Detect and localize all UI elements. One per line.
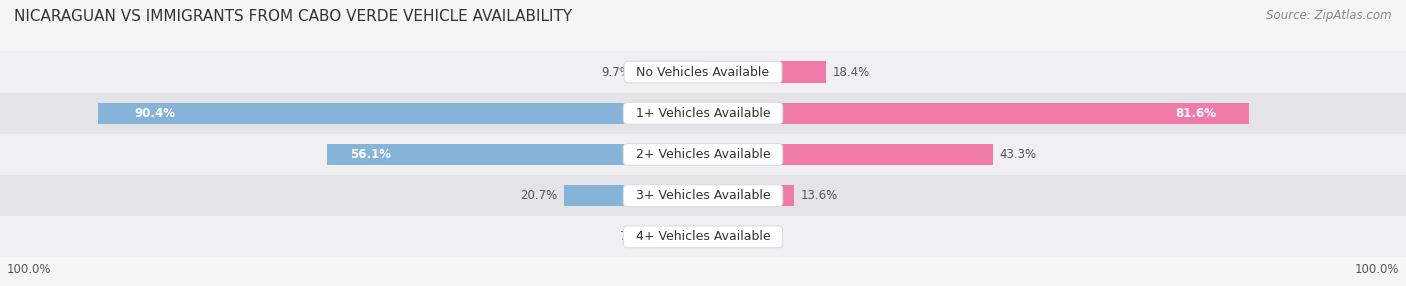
Bar — [703, 144, 993, 165]
Text: 2+ Vehicles Available: 2+ Vehicles Available — [627, 148, 779, 161]
Bar — [703, 185, 794, 206]
Text: 100.0%: 100.0% — [7, 263, 52, 276]
Bar — [0, 134, 1406, 175]
Bar — [328, 144, 703, 165]
Text: 56.1%: 56.1% — [350, 148, 391, 161]
Text: 20.7%: 20.7% — [520, 189, 558, 202]
Bar — [638, 61, 703, 83]
Text: NICARAGUAN VS IMMIGRANTS FROM CABO VERDE VEHICLE AVAILABILITY: NICARAGUAN VS IMMIGRANTS FROM CABO VERDE… — [14, 9, 572, 23]
Bar — [703, 226, 728, 247]
Bar — [703, 61, 827, 83]
Text: 90.4%: 90.4% — [134, 107, 176, 120]
Bar — [0, 93, 1406, 134]
Bar — [703, 103, 1250, 124]
Bar — [0, 51, 1406, 93]
Text: 81.6%: 81.6% — [1175, 107, 1216, 120]
Bar — [564, 185, 703, 206]
Text: Source: ZipAtlas.com: Source: ZipAtlas.com — [1267, 9, 1392, 21]
Text: 13.6%: 13.6% — [801, 189, 838, 202]
Bar — [0, 175, 1406, 216]
Text: 18.4%: 18.4% — [832, 65, 870, 79]
Bar — [657, 226, 703, 247]
Text: 3+ Vehicles Available: 3+ Vehicles Available — [627, 189, 779, 202]
Text: 3.8%: 3.8% — [735, 230, 765, 243]
Text: 100.0%: 100.0% — [1354, 263, 1399, 276]
Text: 4+ Vehicles Available: 4+ Vehicles Available — [627, 230, 779, 243]
Bar — [0, 216, 1406, 257]
Text: No Vehicles Available: No Vehicles Available — [628, 65, 778, 79]
Text: 43.3%: 43.3% — [1000, 148, 1036, 161]
Text: 1+ Vehicles Available: 1+ Vehicles Available — [627, 107, 779, 120]
Text: 9.7%: 9.7% — [602, 65, 631, 79]
Bar — [98, 103, 703, 124]
Text: 7.0%: 7.0% — [620, 230, 650, 243]
